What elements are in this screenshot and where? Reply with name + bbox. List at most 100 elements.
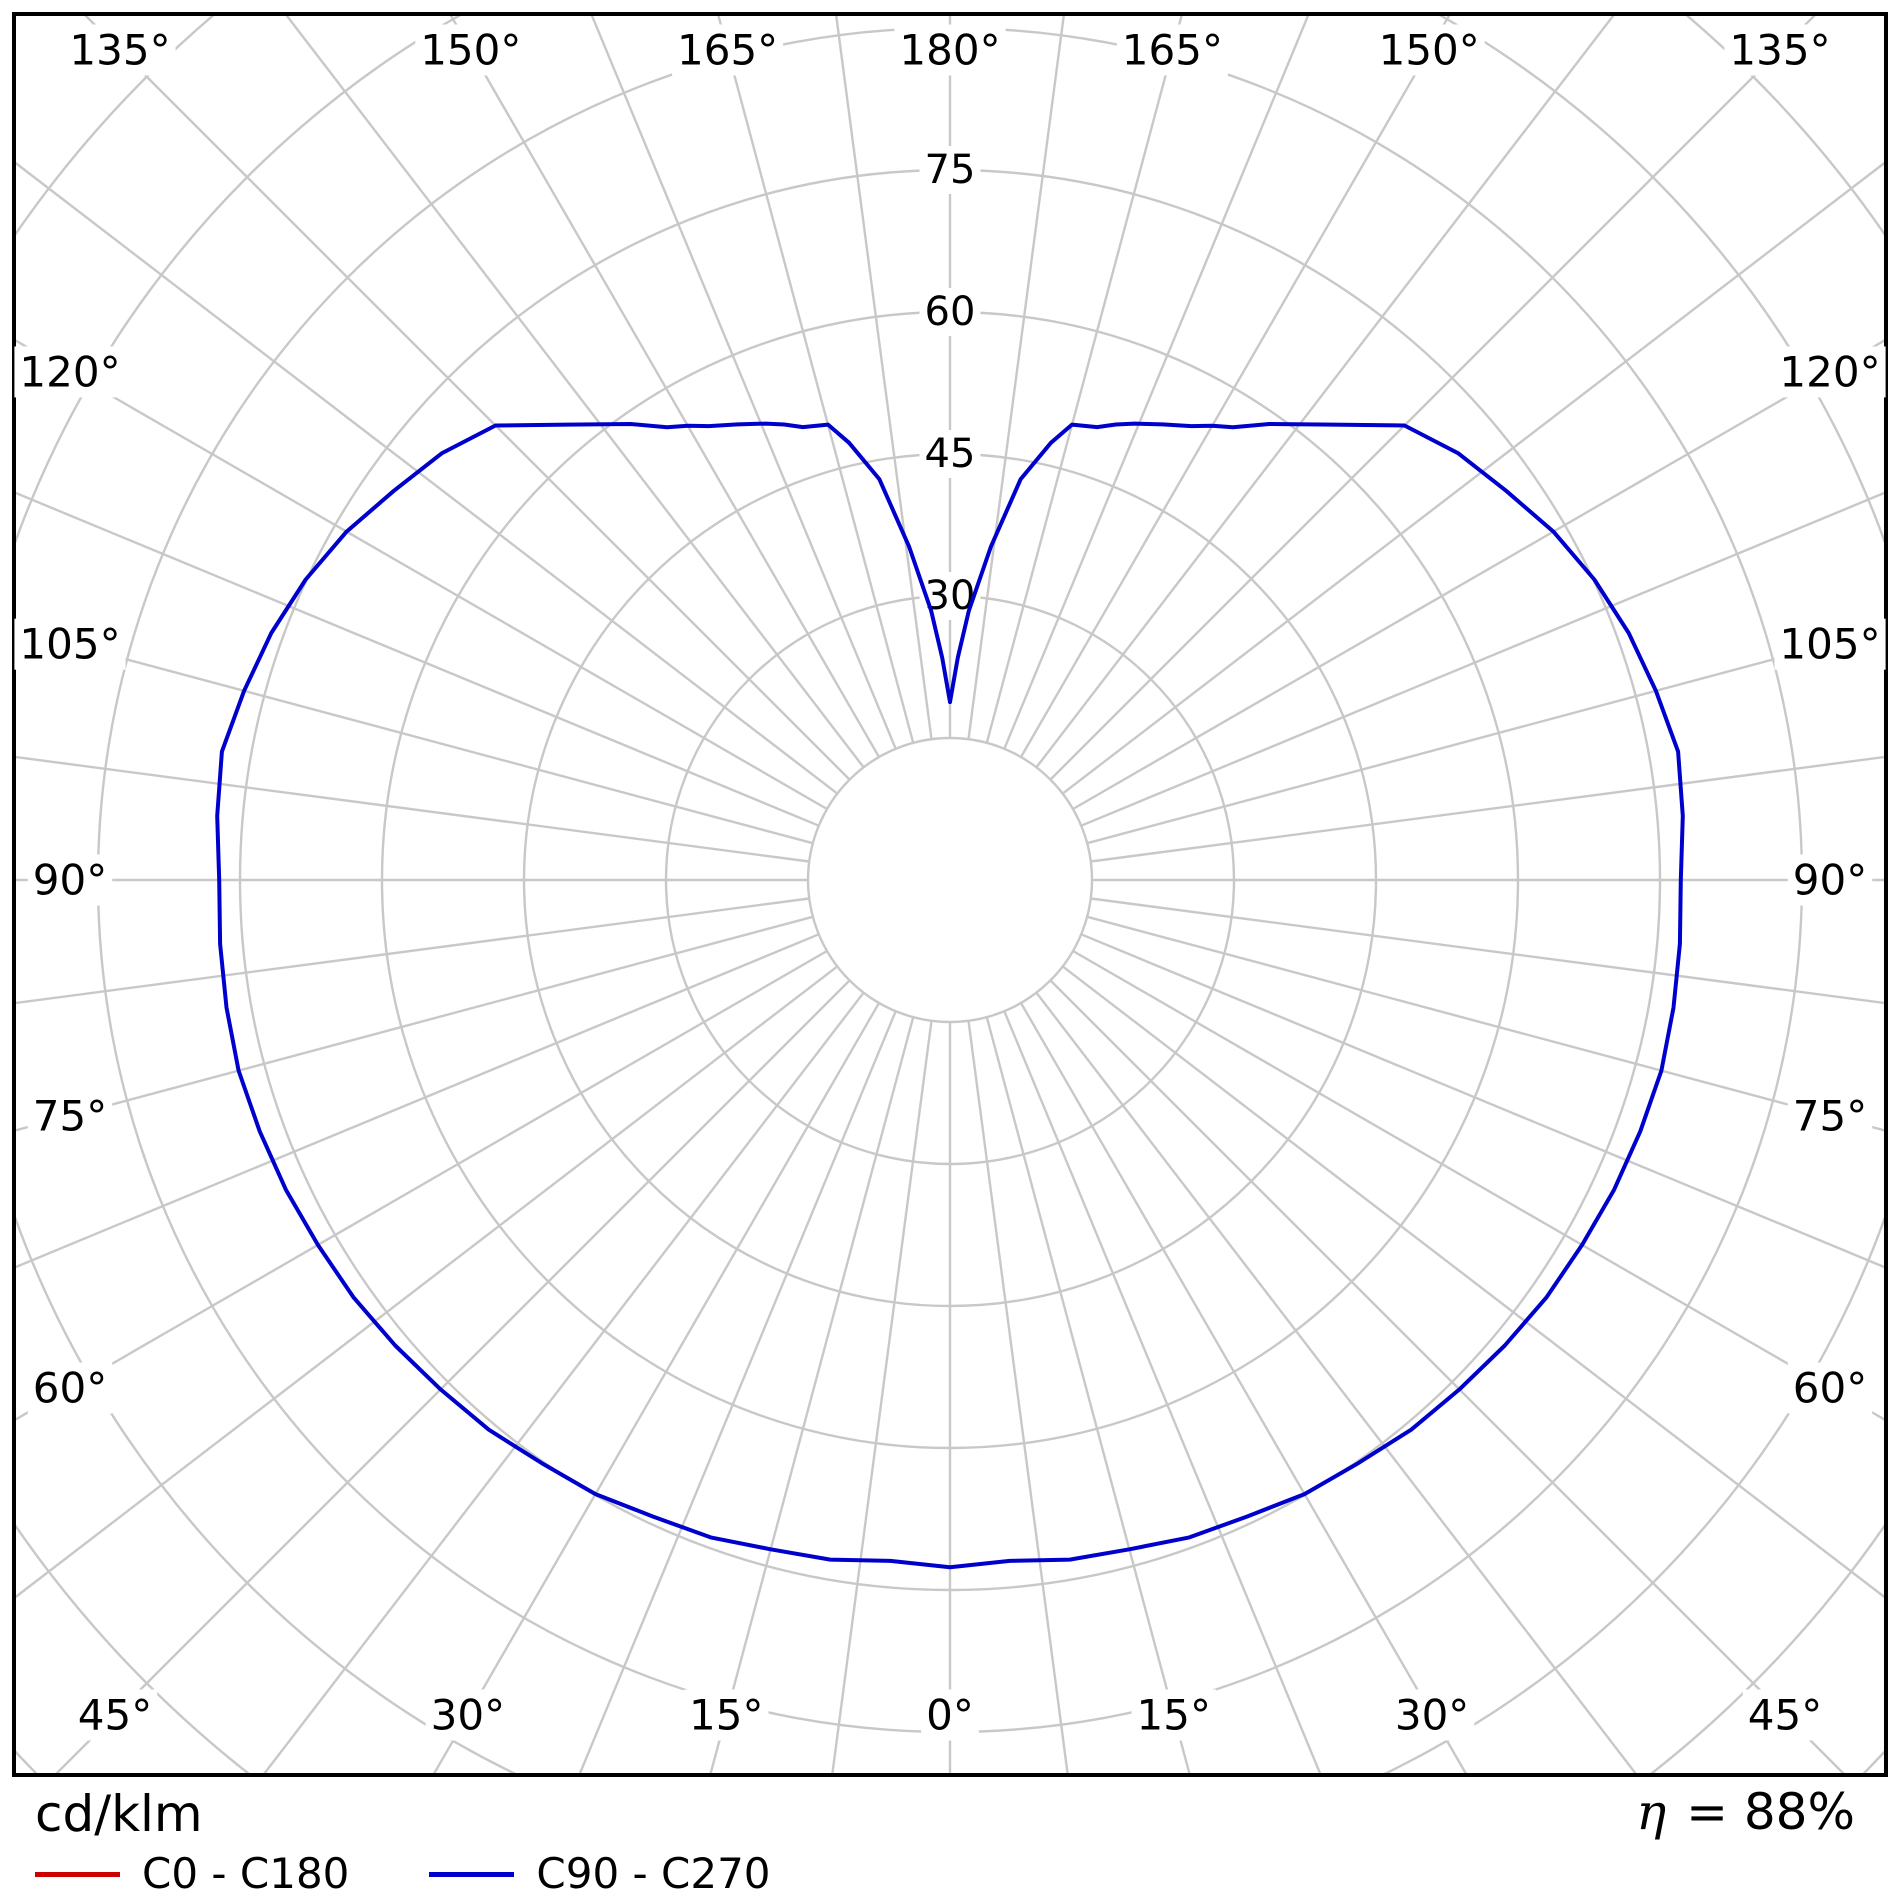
angle-label-bg — [684, 1689, 769, 1741]
grid-spoke — [1090, 897, 1884, 1005]
chart-frame — [12, 12, 1888, 1777]
efficiency-label: η = 88% — [1636, 1783, 1855, 1841]
angle-label-bg — [425, 1689, 511, 1741]
grid-spoke — [717, 16, 915, 744]
angle-label: 135° — [1729, 26, 1830, 75]
c90-c270-line-swatch — [429, 1871, 515, 1877]
legend-label-c0-c180: C0 - C180 — [142, 1849, 350, 1898]
grid-spoke — [967, 16, 1065, 740]
angle-label-bg — [1787, 854, 1873, 906]
angle-label-bg — [14, 346, 126, 398]
chart-footer: cd/klm η = 88% C0 - C180 C90 - C270 — [0, 1775, 1900, 1900]
ring-value-label: 45 — [925, 431, 976, 477]
grid-spoke — [1003, 16, 1310, 750]
grid-spoke — [578, 1010, 897, 1773]
grid-spoke — [16, 965, 839, 1599]
angle-label-bg — [415, 24, 527, 76]
c0-c180-line-swatch — [35, 1871, 120, 1877]
grid-spoke — [263, 991, 865, 1773]
legend: C0 - C180 C90 - C270 — [35, 1851, 771, 1897]
angle-label-bg — [1787, 1362, 1873, 1414]
grid-spoke — [16, 755, 810, 863]
grid-spoke — [835, 16, 933, 740]
grid-spoke — [831, 1020, 933, 1773]
grid-spoke — [16, 161, 839, 795]
grid-spoke — [1035, 991, 1637, 1773]
grid-spoke — [1072, 949, 1884, 1421]
efficiency-value: = 88% — [1670, 1783, 1855, 1841]
grid-spoke — [449, 16, 881, 758]
grid-spoke — [1003, 1010, 1322, 1773]
grid-spoke — [590, 16, 897, 750]
ring-value-label-bg — [919, 146, 981, 194]
grid-spoke — [1035, 16, 1615, 769]
angle-label: 165° — [677, 26, 778, 75]
grid-ring — [806, 736, 1094, 1024]
angle-label: 45° — [1748, 1691, 1822, 1740]
angle-label-bg — [1742, 1689, 1828, 1741]
ring-value-label: 60 — [925, 289, 976, 335]
angle-label-bg — [1373, 24, 1485, 76]
grid-spoke — [1019, 16, 1451, 758]
angle-label-bg — [27, 1090, 113, 1142]
grid-spoke — [433, 1002, 881, 1773]
angle-label: 180° — [899, 26, 1000, 75]
grid-spoke — [1086, 628, 1884, 845]
grid-spoke — [1086, 915, 1884, 1132]
angle-label-bg — [672, 24, 784, 76]
grid-spoke — [985, 16, 1183, 744]
grid-spoke — [967, 1020, 1069, 1773]
angle-label: 150° — [420, 26, 521, 75]
angle-label-bg — [1116, 24, 1228, 76]
angle-label: 30° — [431, 1691, 505, 1740]
angle-label-bg — [921, 1689, 979, 1741]
angle-label-bg — [1787, 1090, 1873, 1142]
legend-item-c0-c180: C0 - C180 — [35, 1851, 349, 1897]
grid-spoke — [1061, 965, 1884, 1599]
grid-spoke — [16, 933, 820, 1269]
angle-label: 75° — [33, 1091, 107, 1140]
angle-label: 105° — [19, 620, 120, 669]
units-label: cd/klm — [35, 1785, 203, 1843]
angle-label: 105° — [1779, 620, 1880, 669]
grid-spoke — [1080, 933, 1884, 1269]
ring-value-label: 75 — [925, 147, 976, 193]
grid-spoke — [16, 949, 828, 1421]
legend-item-c90-c270: C90 - C270 — [429, 1851, 771, 1897]
angle-label: 60° — [33, 1364, 107, 1413]
grid-spoke — [16, 915, 814, 1132]
angle-label-bg — [27, 854, 113, 906]
angle-label: 30° — [1395, 1691, 1469, 1740]
angle-label: 45° — [78, 1691, 152, 1740]
ring-value-label-bg — [919, 288, 981, 336]
grid-spoke — [1061, 161, 1884, 795]
angle-label-bg — [1774, 346, 1886, 398]
angle-label-bg — [1131, 1689, 1216, 1741]
angle-label-bg — [72, 1689, 158, 1741]
angle-label-bg — [894, 24, 1006, 76]
grid-spoke — [285, 16, 865, 769]
grid-spoke — [16, 628, 814, 845]
angle-label-bg — [27, 1362, 113, 1414]
angle-label: 90° — [33, 856, 107, 905]
angle-label-bg — [14, 618, 126, 670]
grid-spoke — [16, 897, 810, 1005]
angle-label: 165° — [1122, 26, 1223, 75]
ring-value-label-bg — [919, 430, 981, 478]
angle-label: 90° — [1793, 856, 1867, 905]
angle-label-bg — [1389, 1689, 1475, 1741]
angle-label: 60° — [1793, 1364, 1867, 1413]
grid-spoke — [1019, 1002, 1467, 1773]
angle-label: 75° — [1793, 1091, 1867, 1140]
angle-label: 150° — [1379, 26, 1480, 75]
grid-spoke — [1072, 339, 1884, 811]
grid-spoke — [16, 339, 828, 811]
angle-label: 0° — [926, 1691, 974, 1740]
grid-spoke — [1080, 491, 1884, 827]
angle-label-bg — [1724, 24, 1836, 76]
angle-label: 120° — [19, 347, 120, 396]
eta-symbol: η — [1636, 1783, 1667, 1841]
